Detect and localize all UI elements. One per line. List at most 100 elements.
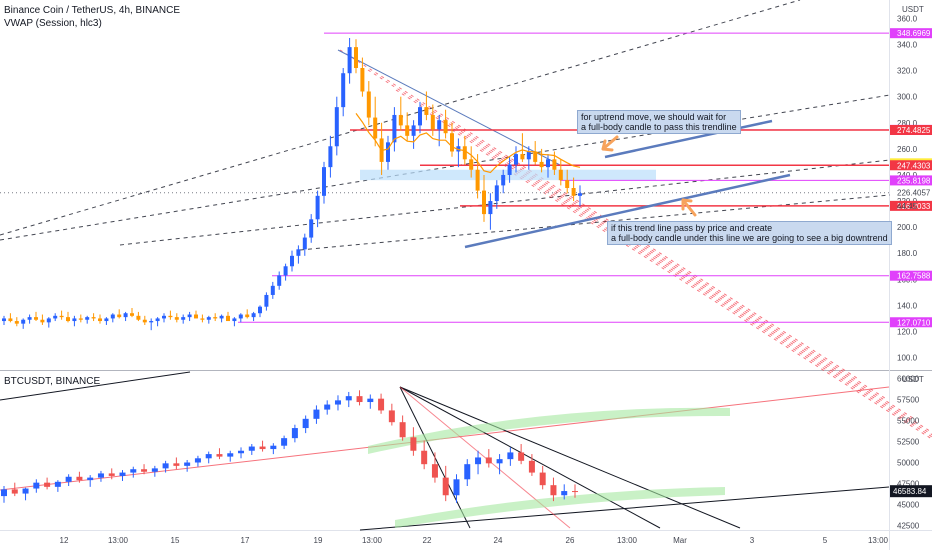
candle-body[interactable] <box>315 195 320 220</box>
btc-candle-body[interactable] <box>345 396 352 401</box>
btc-candle-body[interactable] <box>334 400 341 405</box>
candle-body[interactable] <box>398 114 403 126</box>
candle-body[interactable] <box>142 319 147 323</box>
candle-body[interactable] <box>341 73 346 108</box>
candle-body[interactable] <box>552 159 557 170</box>
candle-body[interactable] <box>251 313 256 318</box>
candle-body[interactable] <box>2 318 6 322</box>
btc-candle-body[interactable] <box>572 491 578 493</box>
candle-body[interactable] <box>469 159 474 170</box>
candle-body[interactable] <box>309 219 314 238</box>
candle-body[interactable] <box>27 317 32 320</box>
descending-trendline[interactable] <box>337 49 561 166</box>
candle-body[interactable] <box>328 146 333 168</box>
channel-line[interactable] <box>119 159 891 246</box>
fib-fan-line[interactable] <box>479 149 932 480</box>
btc-candle-body[interactable] <box>324 404 331 410</box>
btc-candle-body[interactable] <box>475 457 482 465</box>
candle-body[interactable] <box>501 174 506 186</box>
candle-body[interactable] <box>296 249 301 256</box>
candle-body[interactable] <box>360 68 365 92</box>
btc-candle-body[interactable] <box>184 462 191 466</box>
candle-body[interactable] <box>373 117 378 139</box>
btc-fan-line[interactable] <box>399 386 661 529</box>
candle-body[interactable] <box>91 317 96 319</box>
candle-body[interactable] <box>539 161 544 168</box>
candle-body[interactable] <box>238 314 243 319</box>
btc-candle-body[interactable] <box>496 459 503 464</box>
btc-candle-body[interactable] <box>399 422 406 438</box>
candle-body[interactable] <box>21 319 26 324</box>
candle-body[interactable] <box>213 317 218 319</box>
fib-fan-line[interactable] <box>339 49 861 381</box>
candle-body[interactable] <box>347 47 352 74</box>
candle-body[interactable] <box>533 151 538 162</box>
fib-fan-line[interactable] <box>451 129 932 460</box>
btc-candle-body[interactable] <box>378 398 385 411</box>
btc-candle-body[interactable] <box>1 489 7 497</box>
btc-candle-body[interactable] <box>151 468 158 472</box>
candle-body[interactable] <box>578 193 582 196</box>
candle-body[interactable] <box>520 154 525 160</box>
btc-candle-body[interactable] <box>87 477 94 481</box>
lower-trendline[interactable] <box>464 173 791 249</box>
candle-body[interactable] <box>168 315 173 318</box>
btc-candle-body[interactable] <box>507 452 514 460</box>
candle-body[interactable] <box>46 318 51 323</box>
candle-body[interactable] <box>8 318 13 322</box>
btc-candle-body[interactable] <box>518 452 525 461</box>
candle-body[interactable] <box>14 321 19 324</box>
btc-candle-body[interactable] <box>11 489 18 494</box>
btc-candle-body[interactable] <box>227 453 234 457</box>
btc-last-price-badge[interactable] <box>890 485 932 498</box>
upper-trendline[interactable] <box>604 119 773 159</box>
btc-candle-body[interactable] <box>421 450 428 465</box>
btc-candle-body[interactable] <box>65 476 72 482</box>
candle-body[interactable] <box>232 318 237 322</box>
candle-body[interactable] <box>283 266 288 276</box>
candle-body[interactable] <box>386 142 390 162</box>
btc-candle-body[interactable] <box>162 463 169 469</box>
btc-candle-body[interactable] <box>238 450 245 454</box>
btc-symbol-title[interactable]: BTCUSDT, BINANCE <box>4 376 100 387</box>
btc-resistance-line[interactable] <box>399 386 741 529</box>
candle-body[interactable] <box>66 317 70 322</box>
candle-body[interactable] <box>450 133 454 152</box>
candle-body[interactable] <box>104 318 109 322</box>
candle-body[interactable] <box>405 125 410 136</box>
btc-candle-body[interactable] <box>194 458 201 463</box>
candle-body[interactable] <box>53 315 58 319</box>
fib-fan-line[interactable] <box>367 69 889 401</box>
btc-candle-body[interactable] <box>270 445 277 450</box>
btc-candle-body[interactable] <box>33 482 40 489</box>
candle-body[interactable] <box>392 114 397 143</box>
candle-body[interactable] <box>219 315 224 319</box>
btc-candle-body[interactable] <box>54 481 61 487</box>
candle-body[interactable] <box>264 294 269 307</box>
price-axes[interactable]: 100.0120.0140.0160.0180.0200.0220.0240.0… <box>890 14 932 530</box>
btc-candle-body[interactable] <box>119 472 126 476</box>
btc-candle-body[interactable] <box>97 473 104 478</box>
btc-candle-body[interactable] <box>539 472 546 486</box>
uptrend-note[interactable]: for uptrend move, we should wait for a f… <box>577 110 741 134</box>
btc-candle-body[interactable] <box>205 454 212 459</box>
candle-body[interactable] <box>424 107 429 115</box>
btc-candle-body[interactable] <box>259 446 266 450</box>
candle-body[interactable] <box>475 169 480 191</box>
btc-black-trendline[interactable] <box>0 371 191 401</box>
candle-body[interactable] <box>462 146 467 160</box>
candle-body[interactable] <box>123 313 128 318</box>
btc-candle-body[interactable] <box>367 398 374 403</box>
btc-candle-body[interactable] <box>141 469 148 472</box>
candle-body[interactable] <box>149 321 154 323</box>
btc-candle-body[interactable] <box>464 464 471 480</box>
candle-body[interactable] <box>277 275 282 286</box>
fib-fan-line[interactable] <box>395 89 917 421</box>
candle-body[interactable] <box>200 318 205 320</box>
candle-body[interactable] <box>110 314 115 319</box>
candle-body[interactable] <box>494 185 499 202</box>
candle-body[interactable] <box>245 314 250 318</box>
symbol-title[interactable]: Binance Coin / TetherUS, 4h, BINANCE <box>4 5 180 16</box>
fib-fan-line[interactable] <box>423 109 932 440</box>
price-level-badge[interactable] <box>890 124 932 135</box>
